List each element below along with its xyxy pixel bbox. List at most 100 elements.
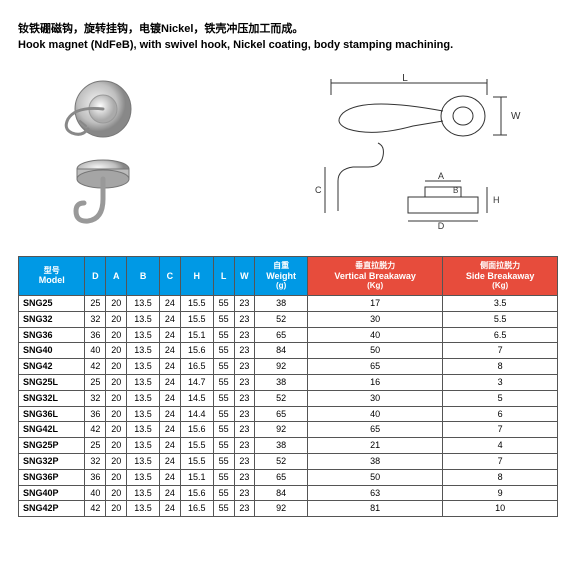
cell: 15.5 xyxy=(180,295,213,311)
table-row: SNG32L322013.52414.5552352305 xyxy=(19,390,558,406)
cell: 4 xyxy=(443,438,558,454)
table-row: SNG32P322013.52415.5552352387 xyxy=(19,453,558,469)
cell: 23 xyxy=(234,311,255,327)
cell: 30 xyxy=(307,311,442,327)
cell: 15.1 xyxy=(180,327,213,343)
cell: 25 xyxy=(85,295,106,311)
cell: 20 xyxy=(106,406,127,422)
cell: 7 xyxy=(443,453,558,469)
cell: 16.5 xyxy=(180,501,213,517)
cell: 36 xyxy=(85,469,106,485)
cell: 10 xyxy=(443,501,558,517)
cell: 13.5 xyxy=(127,422,160,438)
cell: 32 xyxy=(85,390,106,406)
cell: 6 xyxy=(443,406,558,422)
cell: 24 xyxy=(160,359,181,375)
cell: 84 xyxy=(255,485,308,501)
col-header-A: A xyxy=(106,257,127,296)
table-row: SNG42422013.52416.5552392658 xyxy=(19,359,558,375)
cell: 20 xyxy=(106,327,127,343)
cell: 23 xyxy=(234,453,255,469)
cell: 13.5 xyxy=(127,359,160,375)
col-header-L: L xyxy=(213,257,234,296)
cell: 13.5 xyxy=(127,327,160,343)
table-header: 型号ModelDABCHLW自重Weight(g)垂直拉脱力Vertical B… xyxy=(19,257,558,296)
cell: 24 xyxy=(160,295,181,311)
cell: 50 xyxy=(307,343,442,359)
cell: SNG40 xyxy=(19,343,85,359)
cell: 16 xyxy=(307,374,442,390)
cell: 20 xyxy=(106,311,127,327)
cell: 16.5 xyxy=(180,359,213,375)
cell: 36 xyxy=(85,327,106,343)
cell: 23 xyxy=(234,374,255,390)
dim-label-A: A xyxy=(438,171,444,181)
col-header-vert: 垂直拉脱力Vertical Breakaway(Kg) xyxy=(307,257,442,296)
cell: 65 xyxy=(255,327,308,343)
cell: 8 xyxy=(443,469,558,485)
dim-label-B: B xyxy=(453,186,458,195)
cell: 13.5 xyxy=(127,453,160,469)
cell: 13.5 xyxy=(127,485,160,501)
table-row: SNG36362013.52415.1552365406.5 xyxy=(19,327,558,343)
cell: 55 xyxy=(213,453,234,469)
cell: 7 xyxy=(443,422,558,438)
cell: 24 xyxy=(160,311,181,327)
spec-table: 型号ModelDABCHLW自重Weight(g)垂直拉脱力Vertical B… xyxy=(18,256,558,517)
cell: 15.5 xyxy=(180,311,213,327)
cell: 9 xyxy=(443,485,558,501)
cell: SNG36 xyxy=(19,327,85,343)
cell: 15.1 xyxy=(180,469,213,485)
cell: 15.5 xyxy=(180,438,213,454)
cell: 13.5 xyxy=(127,374,160,390)
cell: 55 xyxy=(213,311,234,327)
cell: 13.5 xyxy=(127,438,160,454)
col-header-side: 侧面拉脱力Side Breakaway(Kg) xyxy=(443,257,558,296)
cell: 24 xyxy=(160,453,181,469)
cell: 13.5 xyxy=(127,406,160,422)
cell: 38 xyxy=(307,453,442,469)
cell: 50 xyxy=(307,469,442,485)
cell: 20 xyxy=(106,469,127,485)
cell: 13.5 xyxy=(127,469,160,485)
cell: 52 xyxy=(255,390,308,406)
cell: 23 xyxy=(234,485,255,501)
cell: 24 xyxy=(160,501,181,517)
col-header-B: B xyxy=(127,257,160,296)
cell: 63 xyxy=(307,485,442,501)
cell: 21 xyxy=(307,438,442,454)
cell: 84 xyxy=(255,343,308,359)
col-header-H: H xyxy=(180,257,213,296)
cell: 38 xyxy=(255,374,308,390)
cell: 13.5 xyxy=(127,343,160,359)
cell: 42 xyxy=(85,501,106,517)
cell: 55 xyxy=(213,359,234,375)
cell: 13.5 xyxy=(127,311,160,327)
table-row: SNG42P422013.52416.55523928110 xyxy=(19,501,558,517)
cell: 23 xyxy=(234,438,255,454)
cell: 65 xyxy=(307,359,442,375)
cell: 23 xyxy=(234,469,255,485)
col-header-D: D xyxy=(85,257,106,296)
cell: 32 xyxy=(85,453,106,469)
cell: 23 xyxy=(234,390,255,406)
cell: 23 xyxy=(234,422,255,438)
cell: 55 xyxy=(213,469,234,485)
cell: 20 xyxy=(106,438,127,454)
cell: 92 xyxy=(255,422,308,438)
dim-label-H: H xyxy=(493,195,500,205)
cell: 13.5 xyxy=(127,390,160,406)
cell: 36 xyxy=(85,406,106,422)
cell: 20 xyxy=(106,343,127,359)
table-row: SNG42L422013.52415.6552392657 xyxy=(19,422,558,438)
cell: 23 xyxy=(234,327,255,343)
cell: 25 xyxy=(85,374,106,390)
cell: 24 xyxy=(160,422,181,438)
dim-label-L: L xyxy=(402,73,408,84)
cell: SNG36L xyxy=(19,406,85,422)
cell: SNG42 xyxy=(19,359,85,375)
cell: SNG40P xyxy=(19,485,85,501)
cell: 55 xyxy=(213,374,234,390)
cell: 52 xyxy=(255,453,308,469)
cell: SNG42P xyxy=(19,501,85,517)
